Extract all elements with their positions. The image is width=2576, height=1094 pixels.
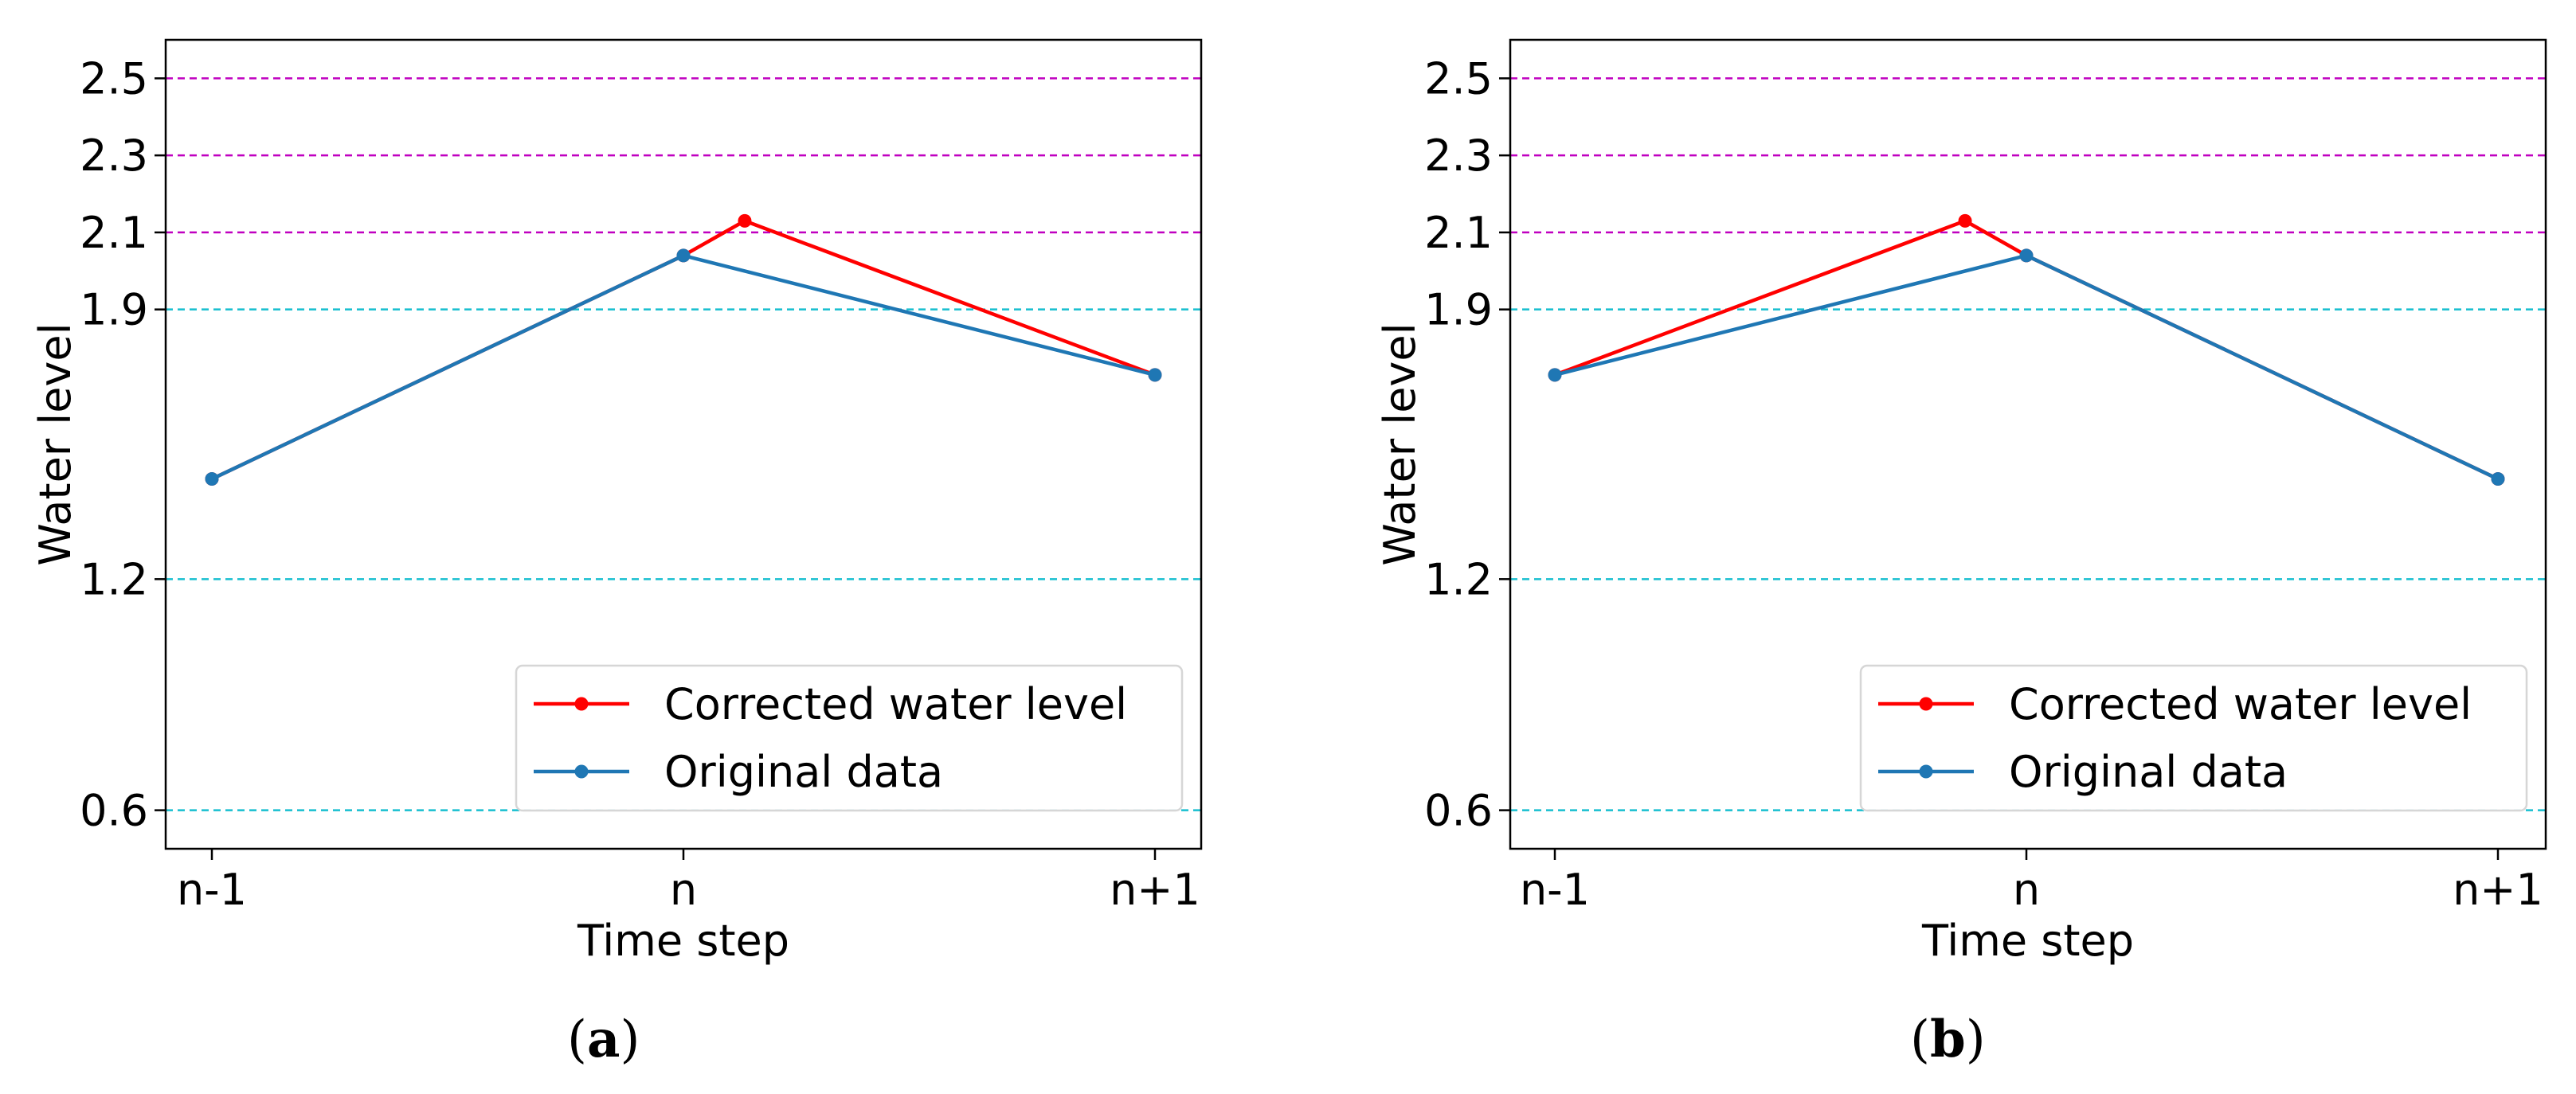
x-axis-label: Time step [1921, 916, 2134, 966]
data-point [676, 248, 691, 263]
x-tick-label: n+1 [2453, 865, 2543, 915]
legend-label: Corrected water level [2009, 679, 2472, 729]
data-point [205, 472, 219, 486]
series-line [211, 253, 1156, 481]
data-point [738, 213, 752, 228]
panel-label-b: (b) [1910, 1010, 1986, 1069]
y-tick-label: 1.2 [1424, 554, 1493, 604]
y-tick-label: 1.2 [80, 554, 148, 604]
legend-label: Original data [664, 747, 943, 797]
chart-panel-b: 0.6 1.2 1.9 2.1 2.3 2.5 n-1 n n+1 Time step Water … [1375, 38, 2547, 966]
y-axis-label: Water level [30, 322, 80, 565]
legend-marker [1919, 764, 1933, 779]
y-tick-label: 1.9 [80, 285, 148, 335]
y-tick-label: 2.1 [1424, 208, 1493, 258]
legend: Corrected water level Original data [515, 664, 1184, 812]
y-tick-label: 0.6 [80, 786, 148, 836]
legend-marker [574, 697, 589, 711]
legend-marker [1919, 697, 1933, 711]
x-tick-label: n+1 [1110, 865, 1200, 915]
y-tick-label: 2.3 [80, 131, 148, 181]
data-point [1548, 368, 1562, 382]
x-tick-label: n [670, 865, 697, 915]
y-tick-label: 2.3 [1424, 131, 1493, 181]
data-point [2019, 248, 2034, 263]
panel-label-a: (a) [567, 1010, 640, 1069]
data-point [1148, 368, 1162, 382]
legend-box [1859, 664, 2528, 812]
y-tick-label: 2.1 [80, 208, 148, 258]
plot-frame [1509, 38, 2547, 850]
x-axis-label: Time step [577, 916, 789, 966]
y-tick-label: 2.5 [1424, 53, 1493, 104]
legend-label: Original data [2009, 747, 2288, 797]
x-tick-label: n [2013, 865, 2040, 915]
data-point [2491, 472, 2505, 486]
legend-label: Corrected water level [664, 679, 1127, 729]
x-tick-label: n-1 [1520, 865, 1590, 915]
y-tick-label: 2.5 [80, 53, 148, 104]
legend: Corrected water level Original data [1859, 664, 2528, 812]
legend-marker [574, 764, 589, 779]
chart-panel-a: 0.6 1.2 1.9 2.1 2.3 2.5 n-1 n n+1 Time step Water … [30, 38, 1203, 966]
y-axis-label: Water level [1375, 322, 1425, 565]
series-line [1554, 253, 2499, 481]
data-point [1958, 213, 1972, 228]
x-tick-label: n-1 [177, 865, 247, 915]
y-tick-label: 1.9 [1424, 285, 1493, 335]
legend-box [515, 664, 1184, 812]
y-tick-label: 0.6 [1424, 786, 1493, 836]
